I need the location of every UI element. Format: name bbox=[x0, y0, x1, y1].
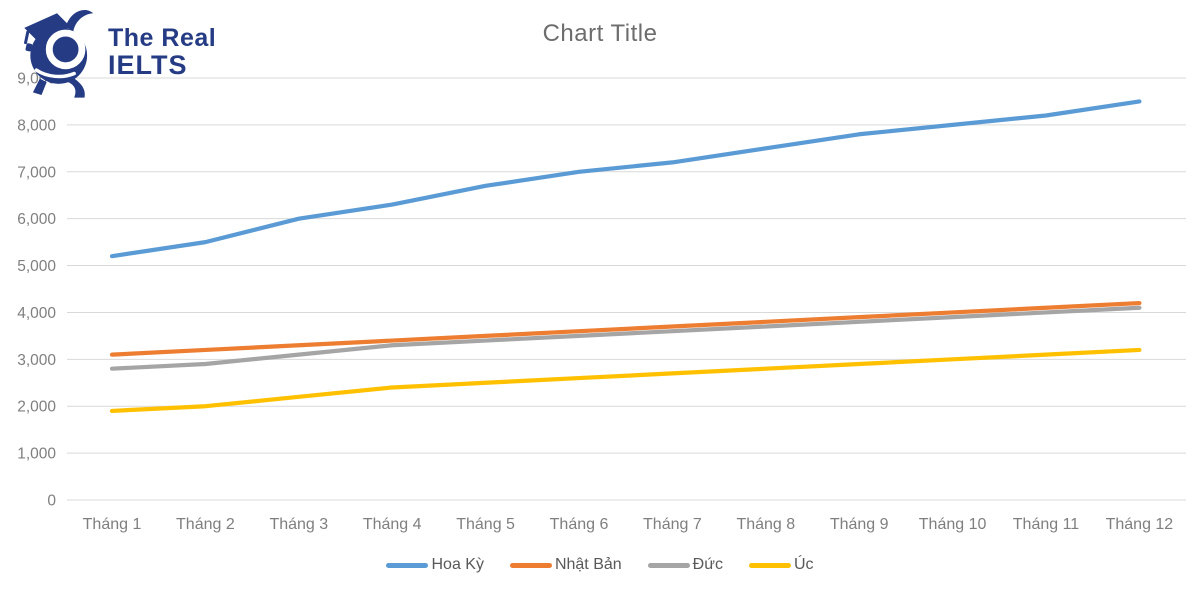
chart-title: Chart Title bbox=[542, 20, 658, 47]
legend-item: Đức bbox=[647, 556, 723, 574]
legend-item: Nhật Bản bbox=[509, 556, 622, 574]
legend-swatch-icon bbox=[386, 562, 429, 568]
x-axis-tick-label: Tháng 9 bbox=[830, 516, 889, 533]
legend-label: Hoa Kỳ bbox=[431, 556, 484, 573]
legend-label: Đức bbox=[692, 556, 723, 573]
x-axis-tick-label: Tháng 6 bbox=[550, 516, 609, 533]
logo-line1: The Real bbox=[108, 23, 217, 52]
x-axis-tick-label: Tháng 4 bbox=[363, 516, 422, 533]
legend-swatch-icon bbox=[748, 562, 791, 568]
chart-legend: Hoa Kỳ Nhật Bản Đức Úc bbox=[0, 556, 1200, 574]
legend-label: Úc bbox=[793, 556, 814, 573]
y-axis-tick-label: 5,000 bbox=[17, 258, 56, 275]
x-axis-tick-label: Tháng 1 bbox=[83, 516, 142, 533]
x-axis-tick-label: Tháng 11 bbox=[1013, 516, 1080, 533]
y-axis-tick-label: 3,000 bbox=[17, 352, 56, 369]
logo: The Real IELTS bbox=[14, 6, 216, 98]
y-axis-tick-label: 6,000 bbox=[17, 211, 56, 228]
x-axis-tick-label: Tháng 8 bbox=[736, 516, 795, 533]
x-axis-tick-label: Tháng 2 bbox=[176, 516, 235, 533]
legend-item: Úc bbox=[748, 556, 814, 574]
series-line-nhật-bản bbox=[109, 300, 1142, 357]
legend-item: Hoa Kỳ bbox=[386, 556, 484, 574]
x-axis-tick-label: Tháng 10 bbox=[919, 516, 987, 533]
y-axis-tick-label: 4,000 bbox=[17, 305, 56, 322]
x-axis-tick-label: Tháng 7 bbox=[643, 516, 702, 533]
series-line-đức bbox=[109, 305, 1142, 371]
x-axis-tick-label: Tháng 3 bbox=[269, 516, 328, 533]
series-line-hoa-kỳ bbox=[109, 99, 1142, 259]
logo-line2: IELTS bbox=[108, 49, 188, 80]
legend-label: Nhật Bản bbox=[554, 556, 622, 573]
y-axis-tick-label: 0 bbox=[47, 493, 56, 510]
y-axis-tick-label: 2,000 bbox=[17, 399, 56, 416]
y-axis-tick-label: 7,000 bbox=[17, 164, 56, 181]
x-axis-tick-label: Tháng 5 bbox=[456, 516, 515, 533]
legend-swatch-icon bbox=[509, 562, 552, 568]
y-axis-tick-label: 8,000 bbox=[17, 117, 56, 134]
y-axis-tick-label: 1,000 bbox=[17, 446, 56, 463]
legend-swatch-icon bbox=[647, 562, 690, 568]
logo-mascot-icon bbox=[24, 9, 94, 98]
x-axis-tick-label: Tháng 12 bbox=[1106, 516, 1174, 533]
series-line-úc bbox=[109, 347, 1142, 414]
logo-text: The Real IELTS bbox=[108, 23, 217, 80]
